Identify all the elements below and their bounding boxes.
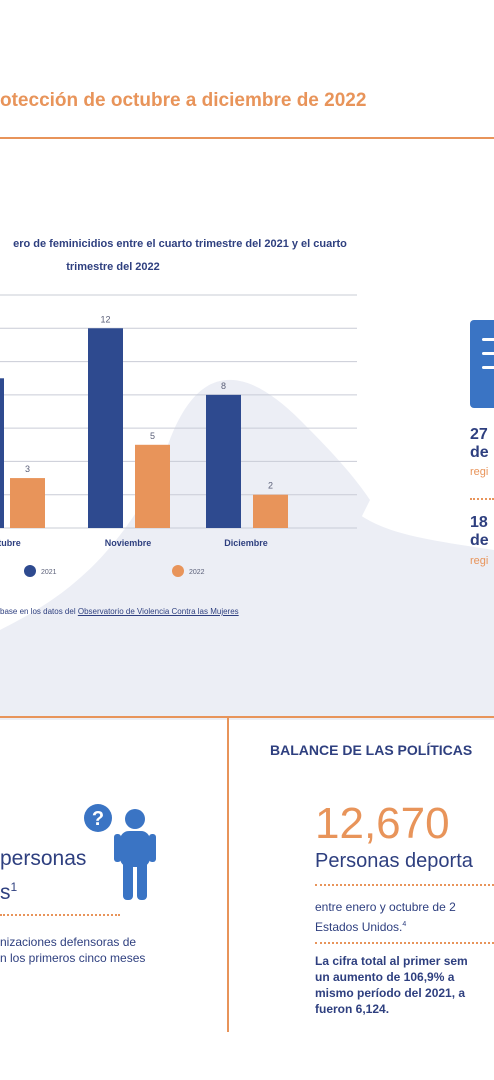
bar-2022-ctubre — [10, 478, 45, 528]
section-divider — [0, 716, 494, 718]
chart-source-note: base en los datos del Observatorio de Vi… — [0, 607, 239, 616]
footnote-marker-4: 4 — [402, 921, 407, 928]
left-dotted-rule — [0, 914, 120, 916]
data-label: 5 — [150, 431, 155, 441]
bar-chart: ctubre 3 Noviembre 12 5 Diciembre 8 2 2021 2022 — [0, 294, 357, 577]
source-link[interactable]: Observatorio de Violencia Contra las Muj… — [77, 607, 239, 616]
x-tick-label: ctubre — [0, 538, 21, 548]
legend-swatch-2022 — [172, 565, 184, 577]
left-heading-line2: s — [0, 881, 11, 904]
para1-line1: entre enero y octubre de 2 — [315, 900, 456, 914]
data-label: 12 — [100, 314, 110, 324]
document-icon — [470, 320, 494, 408]
bar-2022-noviembre — [135, 444, 170, 528]
data-label: 2 — [268, 481, 273, 491]
stat1-label: de — [470, 444, 489, 461]
bar-2021-noviembre — [88, 328, 123, 528]
deported-count: 12,670 — [315, 799, 450, 848]
deported-label: Personas deporta — [315, 850, 473, 872]
source-prefix: base en los datos del — [0, 607, 78, 616]
legend-label-2022: 2022 — [189, 569, 205, 576]
stat2-number: 18 — [470, 514, 488, 531]
stat1-sub: regi — [470, 466, 489, 478]
bar-2022-diciembre — [253, 494, 288, 528]
right-dotted-rule-1 — [315, 884, 494, 886]
person-question-icon: ? — [84, 804, 156, 900]
left-heading-line1: personas — [0, 847, 87, 870]
left-panel-heading: personas s1 — [0, 845, 86, 907]
chart-labels: ctubre 3 Noviembre 12 5 Diciembre 8 2 — [0, 314, 273, 548]
chart-title: ero de feminicidios entre el cuarto trim… — [13, 238, 347, 250]
section-title: BALANCE DE LAS POLÍTICAS — [270, 742, 473, 758]
para2-line2: un aumento de 106,9% a — [315, 970, 455, 984]
para2-line1: La cifra total al primer sem — [315, 954, 468, 968]
bar-2021-partial — [0, 378, 4, 528]
stat-divider — [470, 498, 494, 500]
stat2-label: de — [470, 532, 489, 549]
legend-swatch-2021 — [24, 565, 36, 577]
chart-grid — [0, 294, 357, 529]
para2-line3: mismo período del 2021, a — [315, 986, 466, 1000]
x-tick-label: Diciembre — [224, 538, 268, 548]
chart-legend: 2021 2022 — [24, 565, 205, 577]
legend-label-2021: 2021 — [41, 569, 57, 576]
para2-line4: fueron 6,124. — [315, 1002, 390, 1016]
right-dotted-rule-2 — [315, 942, 494, 944]
x-tick-label: Noviembre — [105, 538, 152, 548]
para1-line2: Estados Unidos.4 — [315, 920, 407, 934]
stat2-sub: regi — [470, 555, 489, 567]
svg-text:?: ? — [92, 808, 104, 830]
left-body-line2: n los primeros cinco meses — [0, 951, 146, 965]
stat1-number: 27 — [470, 426, 488, 443]
footnote-marker: 1 — [10, 880, 18, 894]
header-divider — [0, 137, 494, 139]
page-title: otección de octubre a diciembre de 2022 — [0, 90, 367, 111]
chart-bars — [0, 328, 288, 528]
column-divider — [227, 716, 229, 1032]
chart-title-line2: trimestre del 2022 — [66, 261, 160, 273]
data-label: 8 — [221, 381, 226, 391]
bar-2021-diciembre — [206, 394, 241, 528]
data-label: 3 — [25, 464, 30, 474]
left-body-line1: nizaciones defensoras de — [0, 935, 137, 949]
